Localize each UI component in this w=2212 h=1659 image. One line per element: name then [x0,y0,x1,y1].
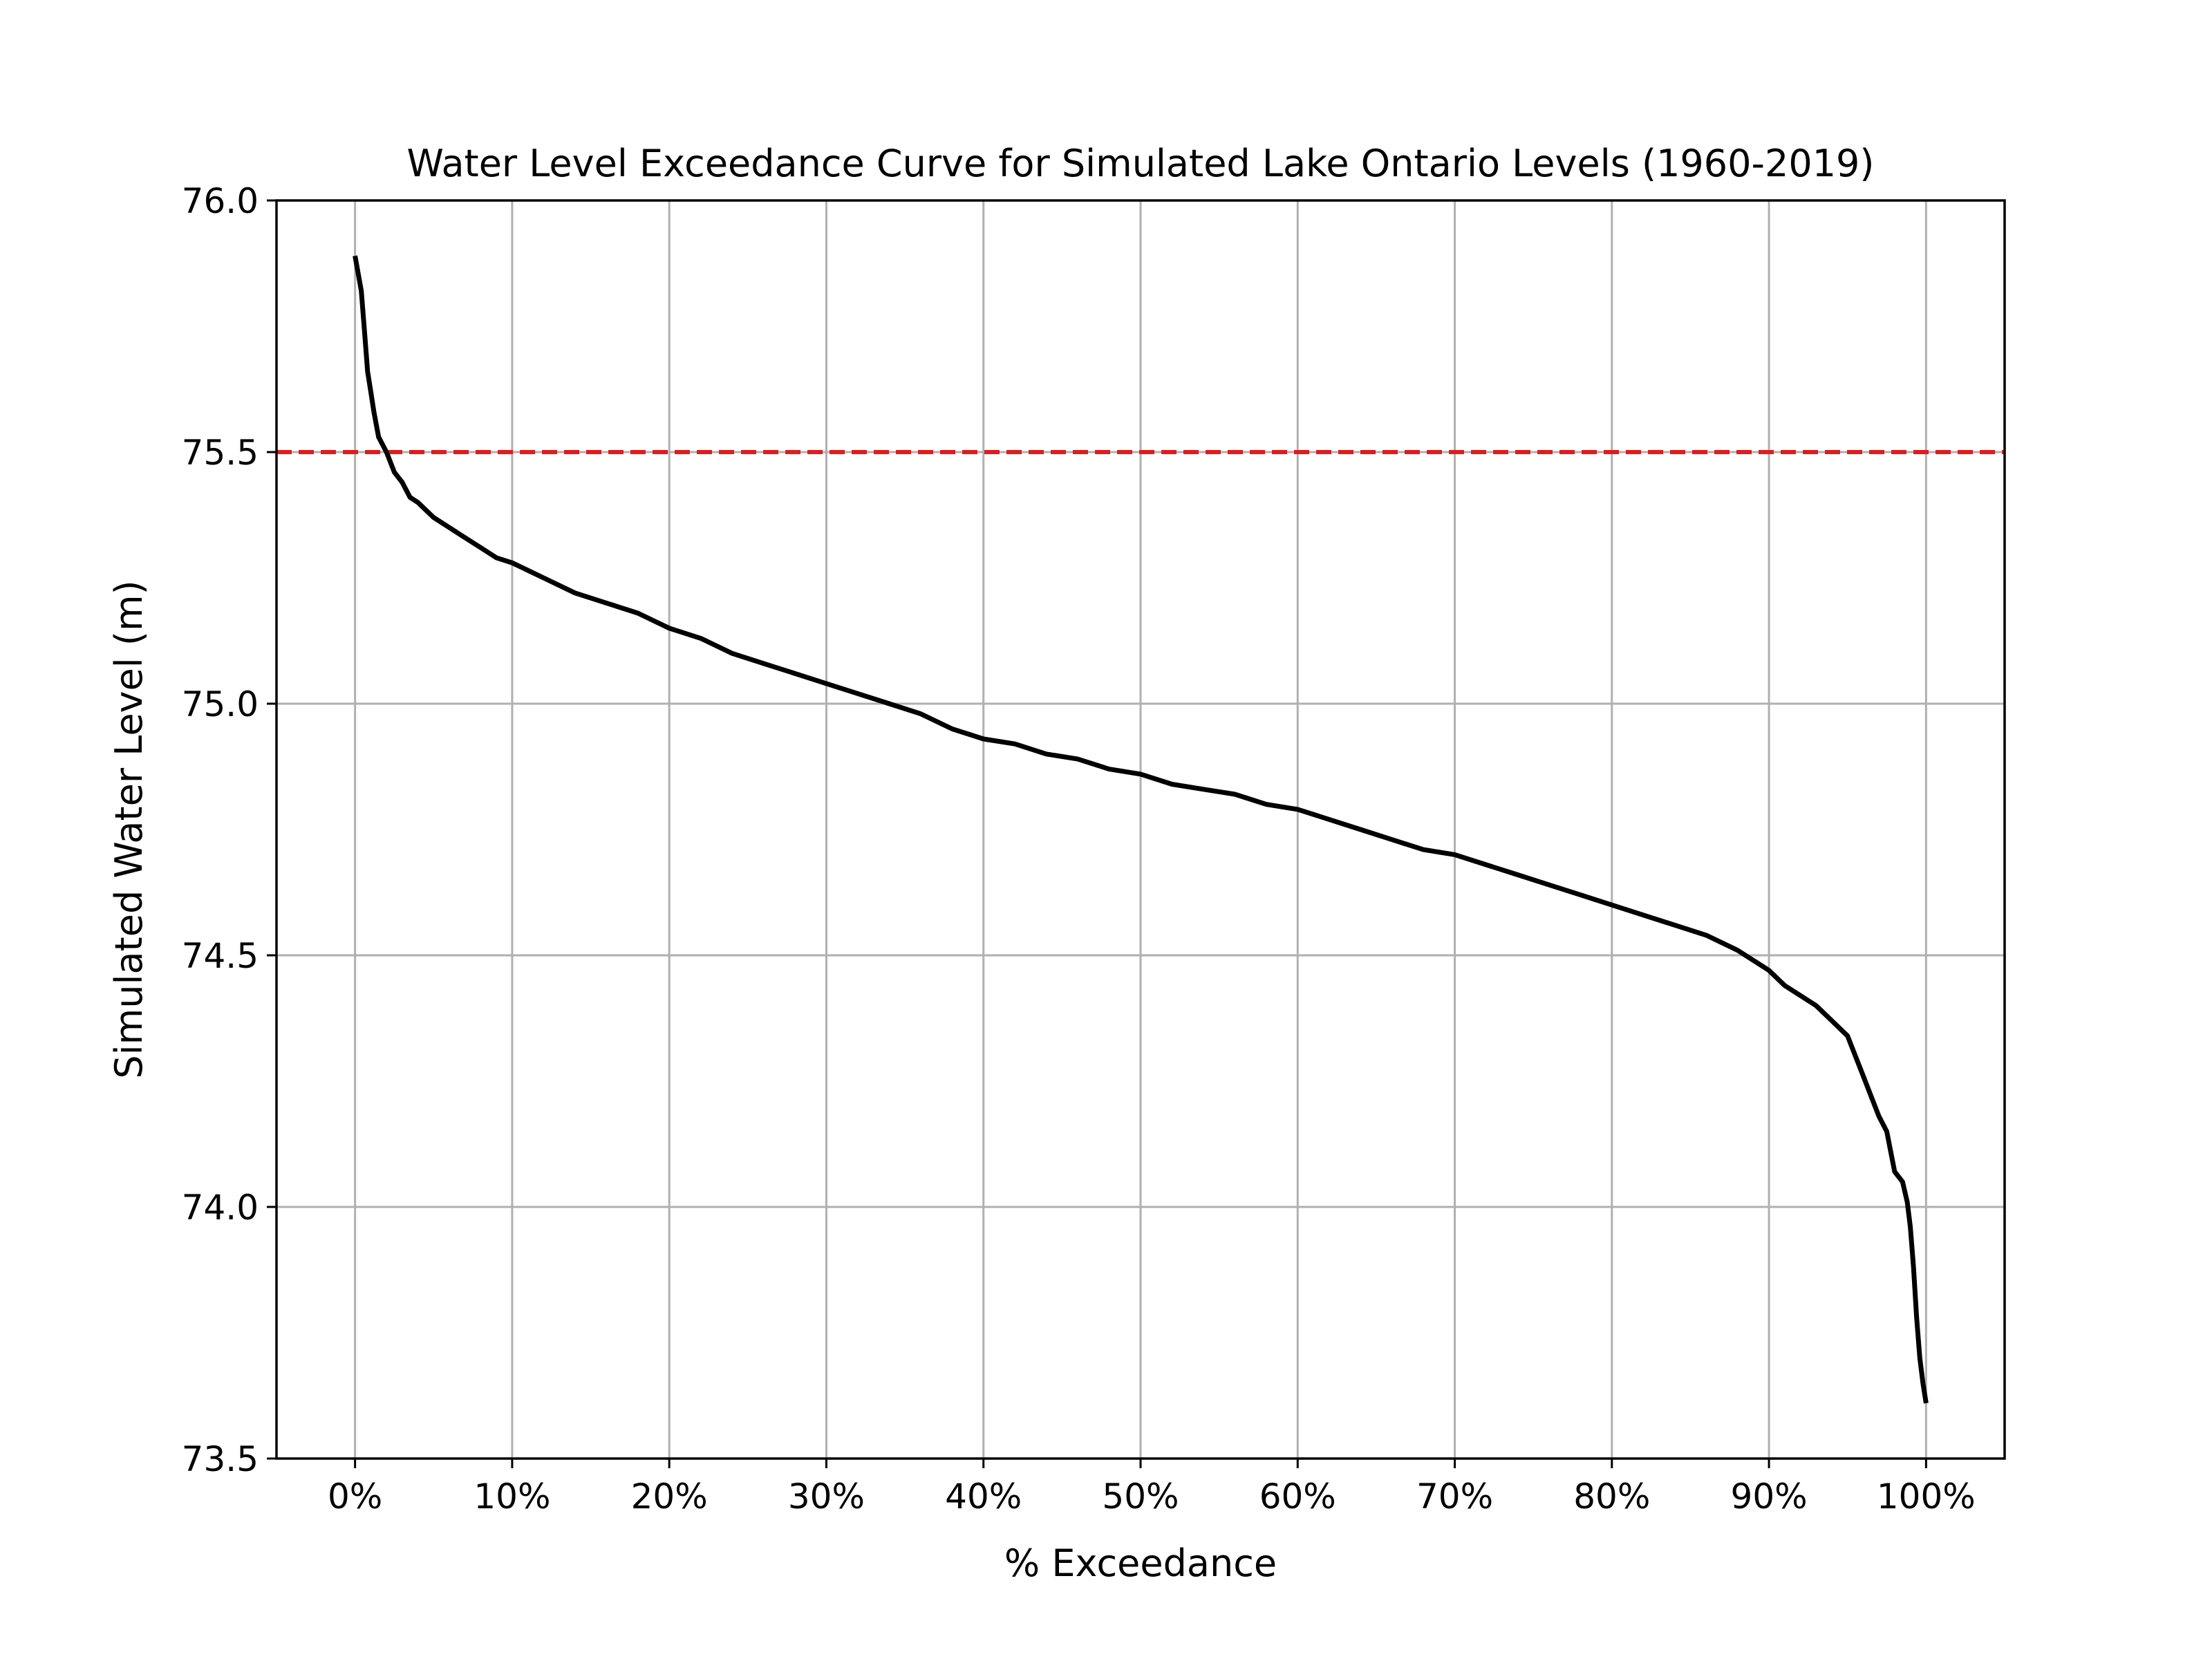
x-tick-label: 100% [1877,1477,1976,1517]
series-layer [353,255,1929,1404]
grid-layer [276,199,2005,1460]
x-tick-label: 0% [328,1477,382,1517]
x-tick-label: 10% [474,1477,550,1517]
y-tick-label: 76.0 [182,181,259,221]
y-tick-label: 73.5 [182,1439,259,1479]
y-tick-label: 75.5 [182,433,259,473]
x-tick-label: 20% [631,1477,708,1517]
x-tick-label: 30% [788,1477,865,1517]
y-tick-label: 75.0 [182,684,259,724]
x-tick-label: 70% [1416,1477,1493,1517]
x-tick-label: 80% [1573,1477,1650,1517]
y-tick-label: 74.5 [182,936,259,976]
y-tick-label: 74.0 [182,1188,259,1228]
y-axis-label: Simulated Water Level (m) [107,580,151,1078]
x-tick-label: 60% [1259,1477,1336,1517]
x-tick-label: 40% [945,1477,1022,1517]
exceedance-curve-line [353,255,1929,1404]
chart-title: Water Level Exceedance Curve for Simulat… [407,142,1875,185]
x-tick-label: 50% [1102,1477,1179,1517]
x-axis-label: % Exceedance [1004,1541,1277,1585]
tick-layer: 0% 10% 20% 30% 40% 50% 60% 70% 80% 90% 100% 73.5 74.… [182,181,1976,1517]
x-tick-label: 90% [1731,1477,1808,1517]
